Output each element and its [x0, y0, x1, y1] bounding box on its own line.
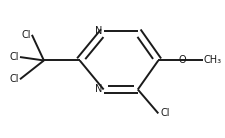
Text: CH₃: CH₃: [203, 55, 221, 65]
Text: Cl: Cl: [21, 30, 31, 40]
Text: Cl: Cl: [10, 52, 19, 62]
Text: N: N: [94, 84, 101, 95]
Text: Cl: Cl: [10, 74, 19, 84]
Text: Cl: Cl: [159, 108, 169, 118]
Text: O: O: [178, 55, 185, 65]
Text: N: N: [94, 26, 101, 36]
